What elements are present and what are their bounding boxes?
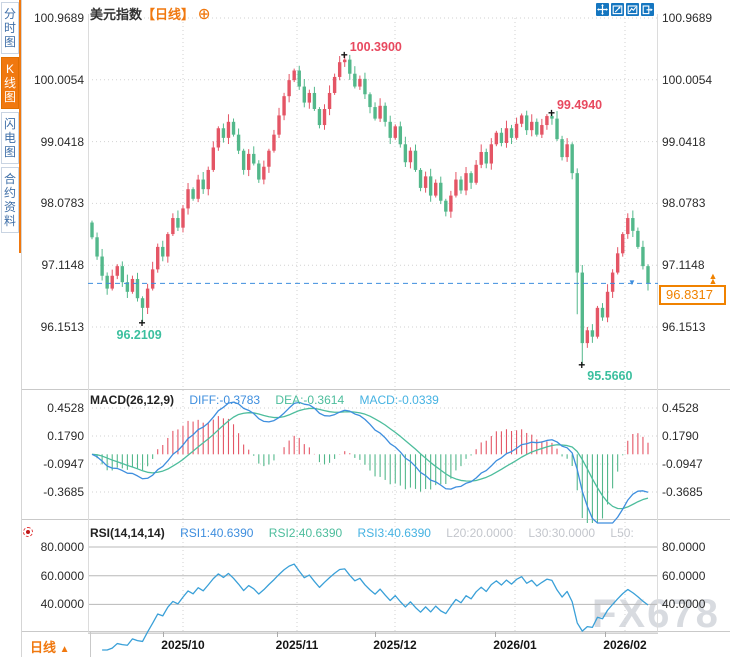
macd-panel-header: MACD(26,12,9) DIFF:-0.3783 DEA:-0.3614 M… — [90, 393, 451, 407]
sidebar-tab-2[interactable]: K线图 — [1, 57, 19, 109]
rsi-axis-label: 80.0000 — [40, 540, 84, 554]
x-axis-label: 2025/11 — [275, 638, 319, 652]
sidebar-tab-1[interactable]: 分时图 — [1, 2, 19, 54]
zoom-reset-icon[interactable] — [611, 3, 624, 16]
price-alert-arrows-icon[interactable]: ▲ ▲ — [708, 271, 718, 287]
rsi-l30-label: L30:30.0000 — [528, 526, 596, 540]
macd-axis-label: 0.1790 — [662, 428, 699, 443]
last-price-marker-icon: ▼ — [628, 278, 636, 288]
x-axis-tick — [277, 632, 278, 637]
rsi3-value: RSI3:40.6390 — [357, 526, 431, 540]
price-annotation: 100.3900 — [349, 40, 402, 55]
price-axis-label: 96.1513 — [40, 319, 84, 334]
price-annotation: 99.4940 — [556, 97, 603, 112]
price-axis-label: 97.1148 — [41, 258, 85, 273]
sidebar-tab-label: 分时图 — [3, 7, 16, 49]
x-axis-tick — [375, 632, 376, 637]
x-axis-label: 2026/02 — [603, 638, 647, 652]
indicator-marker-icon[interactable] — [23, 527, 33, 537]
extreme-marker: + — [340, 48, 348, 63]
x-axis-label: 2025/10 — [161, 638, 205, 652]
macd-axis-label: -0.0947 — [43, 456, 84, 471]
rsi-l20-label: L20:20.0000 — [446, 526, 513, 540]
add-indicator-icon[interactable]: ⊕ — [197, 7, 211, 22]
sidebar-tab-4[interactable]: 合约资料 — [1, 167, 19, 233]
sidebar-tabs: 分时图 K线图闪电图合约资料 — [0, 0, 21, 233]
watermark: FX678 — [592, 592, 720, 636]
sidebar-tab-label: 合约资料 — [3, 172, 16, 228]
extreme-marker: + — [578, 357, 586, 372]
price-annotation: 96.2109 — [116, 328, 162, 343]
rsi2-value: RSI2:40.6390 — [268, 526, 343, 540]
price-axis-label: 100.9689 — [33, 11, 84, 25]
x-axis-label: 2025/12 — [373, 638, 417, 652]
symbol-name: 美元指数 — [90, 7, 143, 22]
macd-axis-label: -0.0947 — [662, 456, 703, 471]
price-axis-label: 98.0783 — [40, 196, 84, 211]
sidebar-active-indicator — [19, 0, 21, 253]
sidebar-tab-label: K线图 — [3, 62, 16, 104]
popout-icon[interactable] — [641, 3, 654, 16]
x-axis-tick — [495, 632, 496, 637]
line-chart-icon[interactable] — [626, 3, 639, 16]
x-axis-tick — [163, 632, 164, 637]
macd-macd-value: MACD:-0.0339 — [359, 393, 439, 407]
rsi-axis-label: 40.0000 — [662, 597, 706, 612]
rsi-axis-label: 80.0000 — [662, 540, 706, 554]
timeframe-label: 日线 — [30, 640, 57, 655]
rsi-axis-label: 60.0000 — [662, 568, 706, 583]
timeframe-tag: 【日线】 — [142, 7, 195, 22]
macd-diff-value: DIFF:-0.3783 — [189, 393, 261, 407]
rsi-axis-label: 40.0000 — [40, 597, 84, 612]
chart-header: 美元指数【日线】 ⊕ — [90, 4, 211, 23]
price-axis-label: 96.1513 — [662, 319, 706, 334]
macd-axis-label: 0.4528 — [662, 400, 699, 415]
sidebar-tab-label: 闪电图 — [3, 117, 16, 159]
price-axis-label: 100.0054 — [662, 72, 713, 87]
extreme-marker: + — [138, 316, 146, 331]
price-axis-label: 100.9689 — [662, 11, 713, 25]
x-axis-tick — [605, 632, 606, 637]
macd-axis-label: -0.3685 — [43, 484, 84, 499]
price-axis-label: 98.0783 — [662, 196, 706, 211]
macd-axis-label: 0.1790 — [47, 428, 84, 443]
extreme-marker: + — [547, 105, 555, 120]
macd-axis-label: -0.3685 — [662, 484, 703, 499]
price-annotation: 95.5660 — [587, 368, 633, 383]
price-axis-label: 97.1148 — [662, 258, 705, 273]
rsi1-value: RSI1:40.6390 — [180, 526, 254, 540]
rsi-title: RSI(14,14,14) — [90, 526, 165, 540]
macd-dea-value: DEA:-0.3614 — [275, 393, 345, 407]
chart-toolbar — [596, 3, 654, 16]
last-price-tag: 96.8317 — [659, 285, 726, 306]
timeframe-dropdown-arrow: ▲ — [59, 644, 70, 655]
price-axis-label: 99.0418 — [40, 134, 84, 149]
move-icon[interactable] — [596, 3, 609, 16]
sidebar-tab-3[interactable]: 闪电图 — [1, 112, 19, 164]
x-axis-label: 2026/01 — [493, 638, 537, 652]
price-axis-label: 100.0054 — [33, 72, 84, 87]
candles-layer — [90, 54, 650, 365]
rsi-panel-header: RSI(14,14,14) RSI1:40.6390 RSI2:40.6390 … — [90, 526, 646, 540]
sidebar: 分时图 K线图闪电图合约资料 — [0, 0, 22, 657]
grid-layer — [22, 14, 730, 657]
macd-title: MACD(26,12,9) — [90, 393, 175, 407]
macd-layer — [91, 401, 649, 524]
rsi-layer — [102, 563, 649, 651]
timeframe-selector[interactable]: 日线 ▲ — [30, 637, 70, 656]
rsi-l50-label: L50: — [610, 526, 634, 540]
price-axis-label: 99.0418 — [662, 134, 706, 149]
macd-axis-label: 0.4528 — [47, 400, 84, 415]
rsi-axis-label: 60.0000 — [40, 568, 84, 583]
